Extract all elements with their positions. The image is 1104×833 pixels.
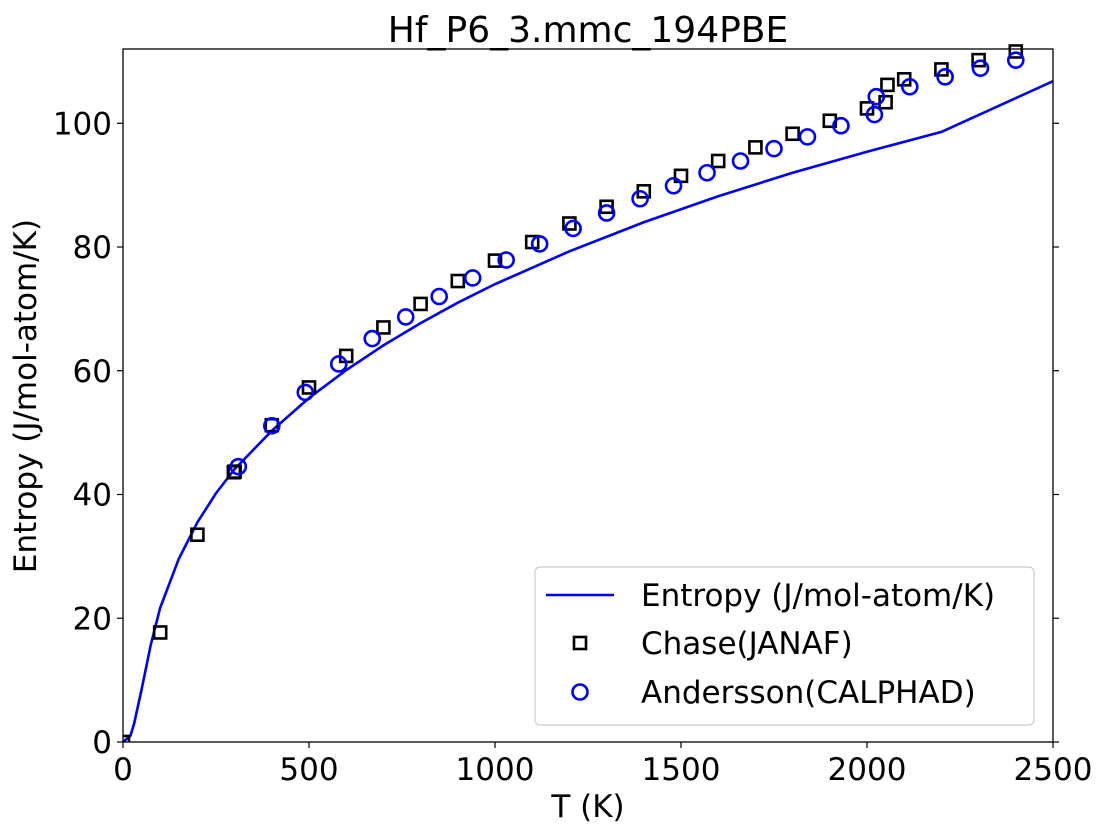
andersson-data-point bbox=[900, 77, 919, 96]
chase-data-point bbox=[1008, 44, 1024, 59]
x-tick-label: 500 bbox=[279, 752, 338, 788]
andersson-data-point bbox=[698, 163, 716, 182]
chase-data-point bbox=[562, 216, 577, 231]
andersson-data-point bbox=[463, 269, 482, 287]
x-axis-label: T (K) bbox=[550, 789, 624, 825]
andersson-data-point bbox=[765, 139, 783, 158]
legend: Entropy (J/mol-atom/K) Chase(JANAF) Ande… bbox=[534, 566, 1035, 726]
andersson-data-point bbox=[396, 308, 415, 326]
andersson-data-point bbox=[262, 417, 281, 435]
andersson-data-point bbox=[731, 152, 750, 170]
andersson-data-point bbox=[430, 287, 449, 306]
x-tick-label: 0 bbox=[113, 752, 133, 788]
series-layer bbox=[123, 44, 1053, 742]
chase-data-point bbox=[450, 273, 466, 289]
plot-frame bbox=[122, 48, 1054, 743]
chase-data-point bbox=[880, 77, 895, 93]
entropy-curve bbox=[123, 79, 1053, 742]
y-tick-label: 100 bbox=[53, 106, 112, 142]
y-tick-label: 0 bbox=[92, 725, 112, 761]
chase-data-point bbox=[487, 253, 503, 268]
legend-circle-swatch bbox=[571, 683, 589, 701]
andersson-data-point bbox=[497, 251, 515, 269]
andersson-data-point bbox=[530, 235, 549, 253]
andersson-data-point bbox=[971, 59, 990, 77]
chase-data-point bbox=[785, 126, 800, 142]
x-tick-label: 1500 bbox=[642, 752, 721, 788]
andersson-data-point bbox=[865, 105, 884, 124]
andersson-data-point bbox=[832, 116, 850, 135]
y-tick-label: 80 bbox=[73, 230, 112, 266]
andersson-data-point bbox=[296, 383, 315, 402]
andersson-data-point bbox=[664, 176, 683, 195]
andersson-data-point bbox=[564, 219, 582, 238]
x-tick-label: 1000 bbox=[456, 752, 535, 788]
y-tick-label: 60 bbox=[73, 354, 112, 390]
x-tick-label: 2500 bbox=[1014, 752, 1093, 788]
chase-data-point bbox=[413, 296, 428, 312]
legend-label-chase: Chase(JANAF) bbox=[641, 626, 853, 662]
y-axis-label: Entropy (J/mol-atom/K) bbox=[8, 219, 44, 573]
legend-box bbox=[534, 566, 1035, 726]
y-tick-label: 20 bbox=[73, 601, 112, 637]
legend-label-entropy: Entropy (J/mol-atom/K) bbox=[641, 578, 995, 614]
y-tick-label: 40 bbox=[73, 478, 112, 514]
legend-label-andersson: Andersson(CALPHAD) bbox=[641, 675, 976, 711]
andersson-data-point bbox=[867, 87, 886, 106]
chase-data-point bbox=[376, 320, 391, 335]
andersson-data-point bbox=[229, 457, 248, 476]
chase-data-point bbox=[152, 625, 168, 640]
axis-ticks: 0 500 1000 1500 2000 2500 0 20 40 60 80 100 bbox=[53, 106, 1093, 788]
andersson-data-point bbox=[631, 189, 649, 208]
andersson-data-point bbox=[936, 68, 954, 86]
chase-data-point bbox=[190, 527, 205, 543]
andersson-data-point bbox=[1006, 51, 1025, 69]
plot-area bbox=[123, 44, 1053, 742]
chase-data-point bbox=[748, 140, 763, 155]
legend-square-swatch bbox=[572, 635, 588, 651]
chart-title: Hf_P6_3.mmc_194PBE bbox=[388, 10, 789, 51]
chase-data-point bbox=[301, 380, 317, 395]
chase-data-point bbox=[971, 52, 986, 68]
andersson-data-point bbox=[597, 204, 616, 222]
andersson-data-point bbox=[329, 355, 348, 373]
andersson-data-point bbox=[798, 128, 817, 146]
chase-data-point bbox=[710, 153, 726, 169]
x-tick-label: 2000 bbox=[828, 752, 907, 788]
chase-data-point bbox=[227, 464, 242, 479]
andersson-data-point bbox=[363, 329, 382, 348]
